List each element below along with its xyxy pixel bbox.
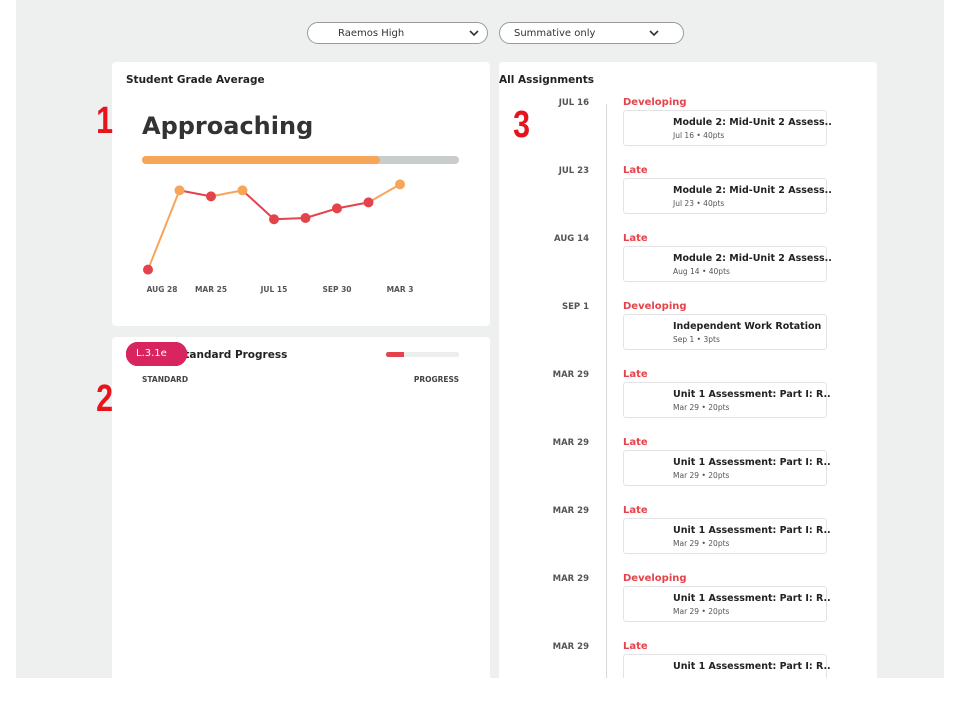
assignment-card[interactable]: Module 2: Mid-Unit 2 Assess.. Aug 14 • 40… bbox=[623, 246, 832, 282]
assignment-card[interactable]: Independent Work Rotation Sep 1 • 3pts bbox=[623, 314, 827, 350]
assignment-status: Developing bbox=[623, 97, 687, 108]
assignment-date: MAR 29 bbox=[552, 438, 589, 448]
assignment-subtitle: Mar 29 • 20pts bbox=[673, 607, 730, 616]
assignment-date: MAR 29 bbox=[552, 506, 589, 516]
assignment-date: MAR 29 bbox=[552, 370, 589, 380]
card-title: All Assignments bbox=[499, 74, 595, 86]
assignment-date: AUG 14 bbox=[554, 234, 589, 244]
line-segment bbox=[336, 201, 369, 210]
assignment-status: Late bbox=[623, 165, 648, 176]
assignment-subtitle: Mar 29 • 20pts bbox=[673, 403, 730, 412]
line-segment bbox=[305, 207, 338, 219]
standard-pill: L.3.1e bbox=[126, 342, 187, 366]
assignment-card[interactable]: Module 2: Mid-Unit 2 Assess.. Jul 23 • 40… bbox=[623, 178, 832, 214]
card-title: Student Grade Average bbox=[126, 74, 265, 86]
data-point bbox=[269, 214, 279, 225]
line-segment bbox=[273, 217, 306, 221]
dropdown-label: Raemos High bbox=[338, 28, 405, 39]
assignment-subtitle: Jul 23 • 40pts bbox=[673, 199, 725, 208]
assignment-card[interactable]: Unit 1 Assessment: Part I: R.. bbox=[623, 654, 831, 678]
line-segment bbox=[147, 190, 181, 270]
assignment-date: JUL 16 bbox=[558, 98, 589, 108]
assignment-status: Late bbox=[623, 437, 648, 448]
x-tick-label: JUL 15 bbox=[260, 285, 288, 294]
grade-average-card: Student Grade Average Approaching AUG 28… bbox=[112, 62, 490, 326]
assignment-card[interactable]: Module 2: Mid-Unit 2 Assess.. Jul 16 • 40… bbox=[623, 110, 832, 146]
assignment-title: Unit 1 Assessment: Part I: R.. bbox=[673, 457, 831, 468]
assignment-card[interactable]: Unit 1 Assessment: Part I: R.. Mar 29 • 2… bbox=[623, 586, 831, 622]
grade-chart: AUG 28 MAR 25 JUL 15 SEP 30 MAR 3 bbox=[142, 156, 459, 294]
assignment-title: Unit 1 Assessment: Part I: R.. bbox=[673, 661, 831, 672]
data-point bbox=[237, 185, 248, 196]
assignment-status: Late bbox=[623, 505, 648, 516]
assignment-title: Independent Work Rotation bbox=[673, 321, 822, 332]
assignment-card[interactable]: Unit 1 Assessment: Part I: R.. Mar 29 • 2… bbox=[623, 518, 831, 554]
column-header: STANDARD bbox=[142, 375, 189, 384]
progress-fill bbox=[386, 352, 405, 357]
assignment-status: Late bbox=[623, 369, 648, 380]
assignment-title: Module 2: Mid-Unit 2 Assess.. bbox=[673, 253, 832, 264]
assignment-title: Unit 1 Assessment: Part I: R.. bbox=[673, 525, 831, 536]
assignment-date: MAR 29 bbox=[552, 574, 589, 584]
column-header: PROGRESS bbox=[413, 375, 459, 384]
data-point bbox=[174, 185, 185, 196]
app-background: Raemos High Summative only Student Grade… bbox=[16, 0, 944, 678]
grade-level: Approaching bbox=[142, 112, 314, 140]
x-tick-label: SEP 30 bbox=[322, 285, 351, 294]
assignment-status: Late bbox=[623, 233, 648, 244]
assignment-status: Developing bbox=[623, 301, 687, 312]
data-point bbox=[332, 203, 342, 214]
assignment-date: JUL 23 bbox=[558, 166, 589, 176]
assignments-card: All Assignments JUL 16 Developing Module 2… bbox=[499, 62, 877, 678]
chevron bbox=[469, 30, 479, 37]
assignment-title: Module 2: Mid-Unit 2 Assess.. bbox=[673, 117, 832, 128]
assignment-title: Unit 1 Assessment: Part I: R.. bbox=[673, 389, 831, 400]
assignment-title: Module 2: Mid-Unit 2 Assess.. bbox=[673, 185, 832, 196]
timeline-line bbox=[606, 104, 607, 678]
x-tick-label: MAR 25 bbox=[195, 285, 227, 294]
line-segment bbox=[368, 183, 401, 204]
school-dropdown[interactable]: Raemos High bbox=[307, 22, 488, 44]
assignment-status: Developing bbox=[623, 573, 687, 584]
assignment-subtitle: Mar 29 • 20pts bbox=[673, 471, 730, 480]
assignment-card[interactable]: Unit 1 Assessment: Part I: R.. Mar 29 • 2… bbox=[623, 450, 831, 486]
assignment-title: Unit 1 Assessment: Part I: R.. bbox=[673, 593, 831, 604]
assignment-date: MAR 29 bbox=[552, 642, 589, 652]
annotation: 2 bbox=[96, 378, 114, 420]
annotation: 3 bbox=[513, 104, 531, 146]
dropdown-label: Summative only bbox=[514, 28, 596, 39]
progress-bar bbox=[386, 352, 459, 357]
line-segment bbox=[241, 189, 275, 220]
data-point bbox=[206, 191, 216, 202]
line-segment bbox=[210, 189, 243, 198]
x-tick-label: AUG 28 bbox=[147, 285, 178, 294]
x-tick-label: MAR 3 bbox=[387, 285, 414, 294]
data-point bbox=[300, 213, 311, 223]
data-point bbox=[395, 179, 405, 190]
assignment-date: SEP 1 bbox=[561, 302, 589, 312]
standard-progress-card: Student Standard Progress STANDARD PROGR… bbox=[112, 337, 490, 678]
data-point bbox=[143, 264, 153, 275]
line-segment bbox=[179, 189, 212, 198]
assignment-subtitle: Sep 1 • 3pts bbox=[673, 335, 720, 344]
assignment-subtitle: Aug 14 • 40pts bbox=[673, 267, 730, 276]
chevron bbox=[649, 30, 659, 37]
annotation: 1 bbox=[96, 100, 114, 142]
assignment-subtitle: Mar 29 • 20pts bbox=[673, 539, 730, 548]
assignment-card[interactable]: Unit 1 Assessment: Part I: R.. Mar 29 • 2… bbox=[623, 382, 831, 418]
assignment-status: Late bbox=[623, 641, 648, 652]
type-dropdown[interactable]: Summative only bbox=[499, 22, 684, 44]
progress-fill bbox=[142, 156, 380, 164]
assignment-subtitle: Jul 16 • 40pts bbox=[673, 131, 725, 140]
data-point bbox=[363, 197, 374, 208]
